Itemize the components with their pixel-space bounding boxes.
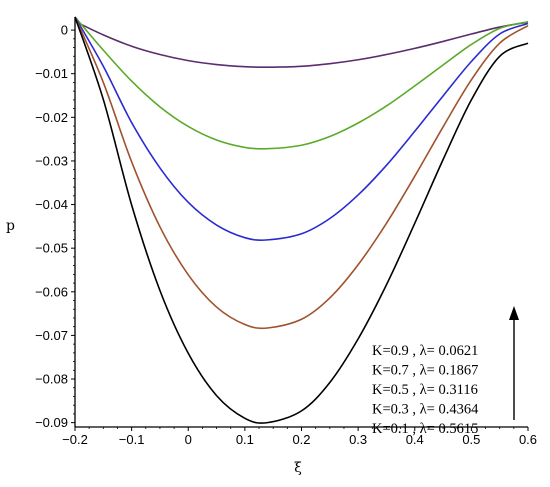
legend: K=0.9 , λ= 0.0621 K=0.7 , λ= 0.1867 K=0.5 … [372, 306, 519, 437]
series-line-5 [74, 16, 529, 424]
y-tick-label: −0.03 [35, 153, 68, 168]
y-tick-label: −0.06 [35, 284, 68, 299]
y-tick-label: −0.07 [35, 328, 68, 343]
x-tick-label: 0.1 [236, 432, 254, 447]
x-tick-label: 0 [185, 432, 192, 447]
y-tick-label: 0 [61, 23, 68, 38]
legend-entry-4: K=0.3 , λ= 0.4364 [372, 402, 479, 418]
y-tick-label: −0.05 [35, 241, 68, 256]
x-tick-label: −0.1 [119, 432, 145, 447]
series-line-3 [74, 16, 529, 241]
y-tick-label: −0.04 [35, 197, 68, 212]
legend-arrow-head [509, 306, 519, 320]
y-axis-label: p [6, 218, 15, 234]
x-tick-label: 0.6 [519, 432, 537, 447]
legend-entry-1: K=0.9 , λ= 0.0621 [372, 343, 478, 359]
y-tick-label: −0.02 [35, 110, 68, 125]
series-line-1 [74, 20, 529, 68]
y-tick-label: −0.01 [35, 66, 68, 81]
x-axis-label: ξ [294, 460, 302, 476]
x-tick-label: 0.5 [462, 432, 480, 447]
legend-entry-3: K=0.5 , λ= 0.3116 [372, 382, 478, 398]
x-tick-label: 0.3 [349, 432, 367, 447]
series-line-2 [74, 16, 529, 150]
series-line-4 [74, 16, 529, 330]
y-tick-label: −0.08 [35, 372, 68, 387]
x-tick-label: 0.4 [406, 432, 424, 447]
x-tick-label: 0.2 [292, 432, 310, 447]
axes: −0.2 −0.1 0 0.1 0.2 0.3 0.4 0.5 0.6 0 −0.01 −0.02 −0… [35, 17, 537, 447]
curves [74, 16, 529, 424]
x-tick-label: −0.2 [62, 432, 88, 447]
y-tick-label: −0.09 [35, 415, 68, 430]
legend-entry-2: K=0.7 , λ= 0.1867 [372, 363, 478, 379]
legend-entry-5: K=0.1 , λ= 0.5615 [372, 421, 478, 437]
